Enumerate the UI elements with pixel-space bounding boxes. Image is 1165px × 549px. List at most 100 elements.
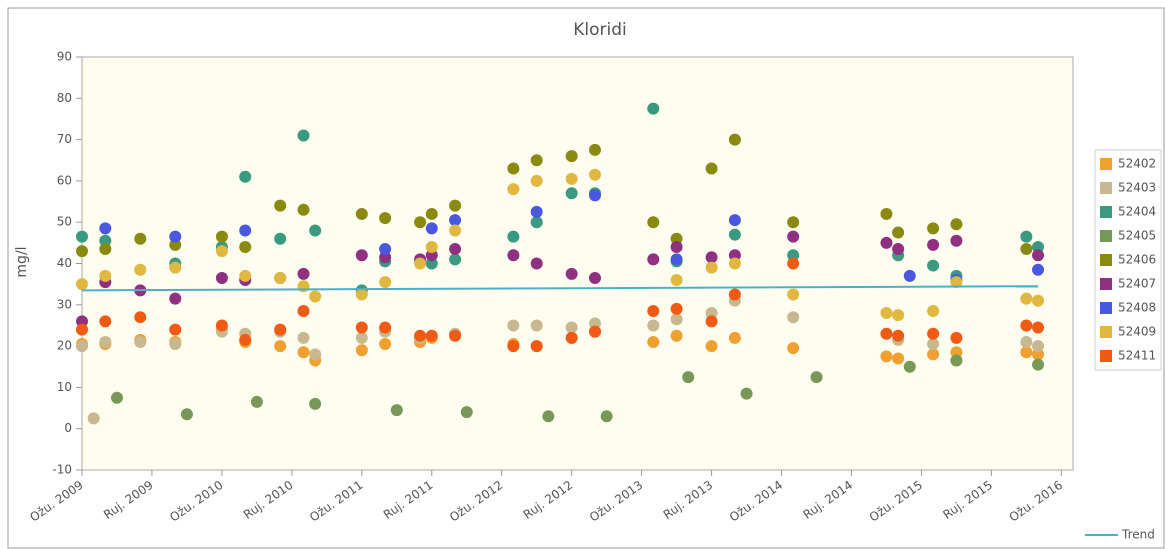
data-point	[297, 331, 310, 344]
data-point	[810, 371, 823, 384]
data-point	[414, 216, 427, 229]
data-point	[274, 340, 287, 353]
data-point	[647, 253, 660, 266]
data-point	[379, 338, 392, 351]
data-point	[169, 292, 182, 305]
data-point	[670, 253, 683, 266]
data-point	[740, 387, 753, 400]
data-point	[99, 269, 112, 282]
data-point	[215, 230, 228, 243]
data-point	[705, 162, 718, 175]
data-point	[390, 404, 403, 417]
data-point	[297, 129, 310, 142]
legend-label: 52404	[1118, 205, 1156, 219]
data-point	[728, 331, 741, 344]
data-point	[507, 230, 520, 243]
data-point	[728, 214, 741, 227]
data-point	[787, 311, 800, 324]
y-tick-label: 40	[57, 256, 72, 270]
y-tick-label: 20	[57, 339, 72, 353]
legend-swatch	[1100, 158, 1112, 170]
data-point	[530, 216, 543, 229]
data-point	[1032, 294, 1045, 307]
data-point	[670, 329, 683, 342]
data-point	[950, 218, 963, 231]
data-point	[355, 344, 368, 357]
data-point	[927, 304, 940, 317]
data-point	[950, 346, 963, 359]
data-point	[1032, 321, 1045, 334]
data-point	[1032, 263, 1045, 276]
data-point	[169, 238, 182, 251]
data-point	[274, 199, 287, 212]
data-point	[927, 222, 940, 235]
data-point	[449, 224, 462, 237]
legend-label: 52407	[1118, 277, 1156, 291]
data-point	[507, 183, 520, 196]
legend-label: 52406	[1118, 253, 1156, 267]
data-point	[705, 307, 718, 320]
data-point	[787, 288, 800, 301]
data-point	[355, 249, 368, 262]
data-point	[297, 203, 310, 216]
data-point	[507, 162, 520, 175]
data-point	[309, 290, 322, 303]
data-point	[507, 249, 520, 262]
data-point	[903, 360, 916, 373]
data-point	[297, 267, 310, 280]
data-point	[588, 189, 601, 202]
legend-label: 52411	[1118, 349, 1156, 363]
data-point	[880, 350, 893, 363]
data-point	[425, 329, 438, 342]
legend-swatch	[1100, 230, 1112, 242]
y-tick-label: 90	[57, 50, 72, 64]
legend-label: 52408	[1118, 301, 1156, 315]
data-point	[449, 199, 462, 212]
data-point	[274, 232, 287, 245]
data-point	[297, 346, 310, 359]
data-point	[507, 319, 520, 332]
data-point	[728, 228, 741, 241]
data-point	[927, 338, 940, 351]
data-point	[1020, 319, 1033, 332]
legend-swatch	[1100, 206, 1112, 218]
data-point	[542, 410, 555, 423]
data-point	[705, 315, 718, 328]
data-point	[274, 271, 287, 284]
data-point	[239, 240, 252, 253]
legend-swatch	[1100, 350, 1112, 362]
data-point	[880, 327, 893, 340]
data-point	[215, 245, 228, 258]
data-point	[1020, 230, 1033, 243]
data-point	[647, 216, 660, 229]
legend-label: 52402	[1118, 157, 1156, 171]
data-point	[565, 331, 578, 344]
data-point	[425, 222, 438, 235]
data-point	[728, 288, 741, 301]
data-point	[950, 354, 963, 367]
data-point	[565, 172, 578, 185]
data-point	[588, 168, 601, 181]
data-point	[588, 317, 601, 330]
data-point	[927, 259, 940, 272]
data-point	[530, 174, 543, 187]
data-point	[670, 274, 683, 287]
data-point	[99, 234, 112, 247]
data-point	[892, 329, 905, 342]
data-point	[1032, 249, 1045, 262]
data-point	[670, 313, 683, 326]
trend-line	[81, 285, 1039, 292]
legend-swatch	[1100, 278, 1112, 290]
y-tick-label: -10	[52, 463, 72, 477]
data-point	[76, 245, 88, 258]
data-point	[705, 261, 718, 274]
chart-title: Kloridi	[573, 20, 627, 40]
y-tick-label: 10	[57, 380, 72, 394]
data-point	[180, 408, 193, 421]
data-point	[728, 249, 741, 262]
data-point	[530, 340, 543, 353]
data-point	[600, 410, 613, 423]
data-point	[892, 309, 905, 322]
legend-trend-label: Trend	[1121, 528, 1155, 542]
